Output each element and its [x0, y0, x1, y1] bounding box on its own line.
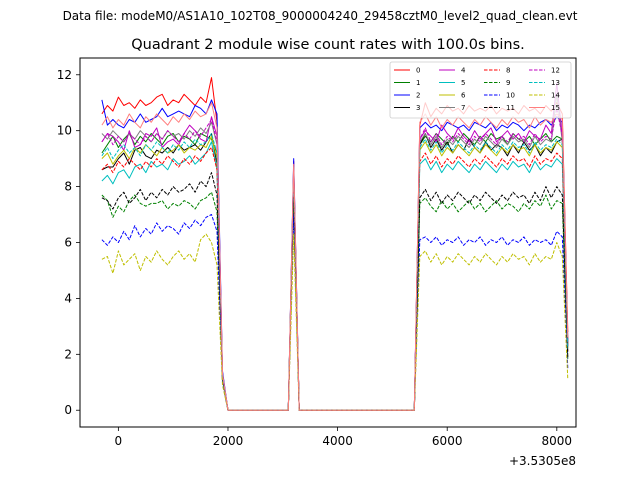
legend-box	[389, 61, 572, 119]
legend-label-6: 6	[461, 92, 466, 100]
legend-label-4: 4	[461, 67, 466, 75]
chart-title: Quadrant 2 module wise count rates with …	[131, 37, 525, 53]
legend-label-13: 13	[551, 79, 560, 87]
x-tick-label: 8000	[542, 434, 573, 448]
x-tick-label: 4000	[322, 434, 353, 448]
x-axis: 0 2000 4000 6000 8000	[115, 427, 573, 448]
legend-label-2: 2	[416, 92, 420, 100]
y-tick-label: 0	[64, 403, 72, 417]
y-tick-label: 12	[57, 68, 72, 82]
y-tick-label: 6	[64, 236, 72, 250]
x-tick-label: 0	[115, 434, 123, 448]
figure-suptitle: Data file: modeM0/AS1A10_102T08_90000042…	[63, 9, 578, 23]
y-axis: 0 2 4 6 8 10 12	[57, 68, 80, 417]
y-tick-label: 10	[57, 124, 72, 138]
series-line-15	[101, 102, 569, 411]
legend-label-5: 5	[461, 79, 465, 87]
x-offset-label: +3.5305e8	[509, 454, 576, 468]
legend-label-1: 1	[416, 79, 420, 87]
y-tick-label: 8	[64, 180, 72, 194]
legend-label-8: 8	[506, 67, 510, 75]
legend-label-0: 0	[416, 67, 420, 75]
legend-label-9: 9	[506, 79, 510, 87]
legend-label-3: 3	[416, 104, 420, 112]
x-tick-label: 2000	[213, 434, 244, 448]
legend-label-7: 7	[461, 104, 465, 112]
series-layer	[101, 77, 569, 411]
y-tick-label: 2	[64, 347, 72, 361]
legend-label-10: 10	[506, 92, 515, 100]
y-tick-label: 4	[64, 291, 72, 305]
legend-label-15: 15	[551, 104, 560, 112]
x-tick-label: 6000	[432, 434, 463, 448]
legend-label-12: 12	[551, 67, 560, 75]
legend-label-14: 14	[551, 92, 560, 100]
legend-label-11: 11	[506, 104, 515, 112]
